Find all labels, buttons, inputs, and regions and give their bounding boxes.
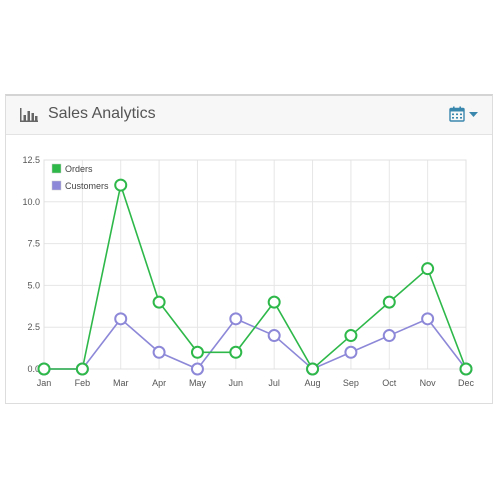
data-point-customers[interactable]: [190, 362, 204, 376]
data-point-customers[interactable]: [114, 312, 128, 326]
x-tick-label: Mar: [113, 378, 129, 388]
legend-swatch: [51, 180, 62, 191]
calendar-icon: [449, 106, 465, 122]
x-tick-label: Jun: [229, 378, 244, 388]
y-tick-label: 12.5: [22, 155, 40, 165]
y-tick-label: 0.0: [27, 364, 40, 374]
legend-swatch: [51, 163, 62, 174]
bar-chart-icon: [20, 108, 38, 122]
x-tick-label: Dec: [458, 378, 475, 388]
legend-label: Orders: [65, 164, 93, 174]
data-point-customers[interactable]: [344, 345, 358, 359]
series-line-orders: [44, 181, 467, 371]
data-point-orders[interactable]: [421, 262, 435, 276]
data-point-orders[interactable]: [75, 362, 89, 376]
y-tick-label: 5.0: [27, 280, 40, 290]
data-point-customers[interactable]: [229, 312, 243, 326]
y-tick-label: 2.5: [27, 322, 40, 332]
x-tick-label: Jan: [37, 378, 52, 388]
x-tick-label: Apr: [152, 378, 166, 388]
chart-series: [37, 178, 473, 376]
plot-border: [43, 159, 467, 370]
y-axis-ticks: 0.0 2.5 5.0 7.5 10.0 12.5: [22, 155, 40, 374]
calendar-dropdown-toggle[interactable]: [449, 106, 479, 124]
sales-analytics-widget: Sales Analytics 0: [5, 94, 493, 404]
x-tick-label: Nov: [420, 378, 437, 388]
data-point-customers[interactable]: [382, 329, 396, 343]
data-point-orders[interactable]: [229, 345, 243, 359]
data-point-orders[interactable]: [190, 345, 204, 359]
data-point-customers[interactable]: [267, 329, 281, 343]
widget-title: Sales Analytics: [48, 105, 156, 122]
legend-label: Customers: [65, 181, 109, 191]
data-point-orders[interactable]: [37, 362, 51, 376]
data-point-orders[interactable]: [114, 178, 128, 192]
caret-down-icon: [469, 112, 478, 117]
line-chart: 0.02.55.07.510.012.5 Jan Feb Mar Apr May Jun J…: [22, 155, 475, 388]
x-tick-label: Aug: [305, 378, 321, 388]
x-tick-label: Oct: [382, 378, 397, 388]
data-point-orders[interactable]: [459, 362, 473, 376]
data-point-orders[interactable]: [152, 295, 166, 309]
x-tick-label: May: [189, 378, 207, 388]
chart-legend: Orders Customers: [51, 163, 109, 191]
x-tick-label: Sep: [343, 378, 359, 388]
x-tick-label: Feb: [75, 378, 91, 388]
y-tick-label: 10.0: [22, 197, 40, 207]
data-point-orders[interactable]: [344, 329, 358, 343]
data-point-customers[interactable]: [152, 345, 166, 359]
x-axis-ticks: Jan Feb Mar Apr May Jun Jul Aug Sep Oct Nov Dec: [37, 378, 475, 388]
data-point-orders[interactable]: [306, 362, 320, 376]
data-point-customers[interactable]: [421, 312, 435, 326]
data-point-orders[interactable]: [267, 295, 281, 309]
y-tick-label: 7.5: [27, 239, 40, 249]
x-tick-label: Jul: [268, 378, 280, 388]
data-point-orders[interactable]: [382, 295, 396, 309]
widget-header: Sales Analytics: [6, 96, 492, 135]
